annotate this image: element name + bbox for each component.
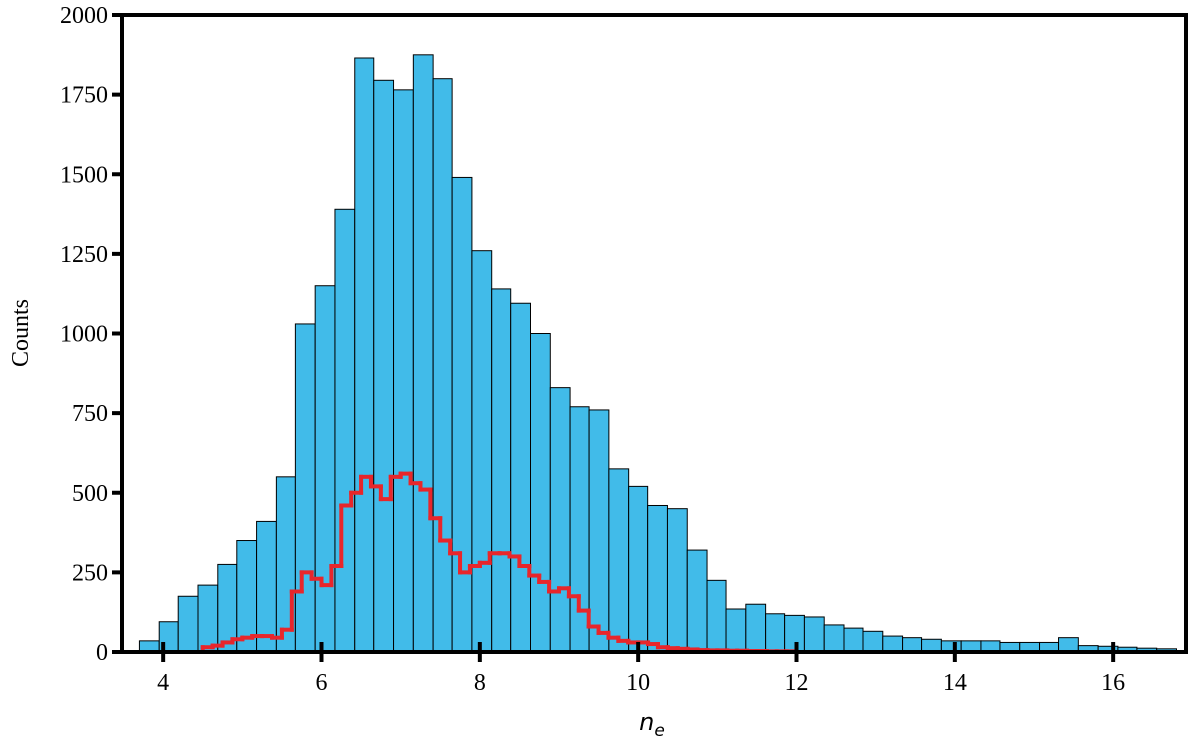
bar: [354, 57, 375, 653]
bar: [373, 79, 395, 653]
y-tick-label: 1500: [60, 162, 108, 188]
bar: [706, 579, 727, 653]
bar: [628, 485, 649, 653]
x-tick-label: 16: [1101, 670, 1125, 696]
bar: [745, 603, 767, 653]
bar: [451, 176, 473, 653]
bar: [177, 595, 199, 653]
y-tick-label: 2000: [60, 3, 108, 29]
x-tick-label: 14: [943, 670, 967, 696]
bar: [902, 637, 923, 653]
x-tick-label: 12: [785, 670, 809, 696]
y-tick-label: 1000: [60, 322, 108, 348]
x-axis-label-subscript: e: [654, 721, 664, 741]
bar: [549, 387, 571, 653]
bar: [314, 285, 336, 653]
x-tick-label: 6: [316, 670, 328, 696]
bar: [510, 302, 532, 653]
x-tick-label: 10: [626, 670, 650, 696]
bar: [666, 508, 688, 653]
bar: [803, 616, 825, 653]
bar: [334, 208, 356, 653]
y-tick-label: 1750: [60, 83, 108, 109]
bar: [823, 624, 845, 653]
x-axis-label: ne: [639, 708, 665, 741]
bar: [608, 468, 630, 653]
y-tick-label: 500: [72, 481, 108, 507]
bar: [412, 54, 434, 653]
bar: [843, 627, 864, 653]
bar: [588, 409, 610, 653]
bar: [686, 549, 708, 653]
y-tick-label: 0: [96, 640, 108, 666]
bar: [294, 323, 316, 653]
x-tick-label: 8: [474, 670, 486, 696]
y-tick-label: 1250: [60, 242, 108, 268]
bar: [1058, 637, 1079, 653]
bar: [491, 288, 512, 653]
bar: [765, 613, 786, 653]
bar: [197, 584, 219, 653]
x-axis-label-base: n: [639, 708, 654, 736]
y-axis-label: Counts: [8, 299, 34, 367]
y-tick-label: 250: [72, 560, 108, 586]
bar: [569, 406, 590, 653]
x-tick-label: 4: [157, 670, 169, 696]
bar: [393, 89, 414, 653]
bar: [471, 250, 493, 653]
bar: [725, 608, 747, 653]
bar: [530, 333, 551, 653]
y-tick-label: 750: [72, 401, 108, 427]
bar: [647, 504, 668, 653]
bar: [256, 520, 277, 653]
bar: [862, 630, 884, 653]
bar: [432, 78, 453, 653]
bar: [882, 635, 904, 653]
